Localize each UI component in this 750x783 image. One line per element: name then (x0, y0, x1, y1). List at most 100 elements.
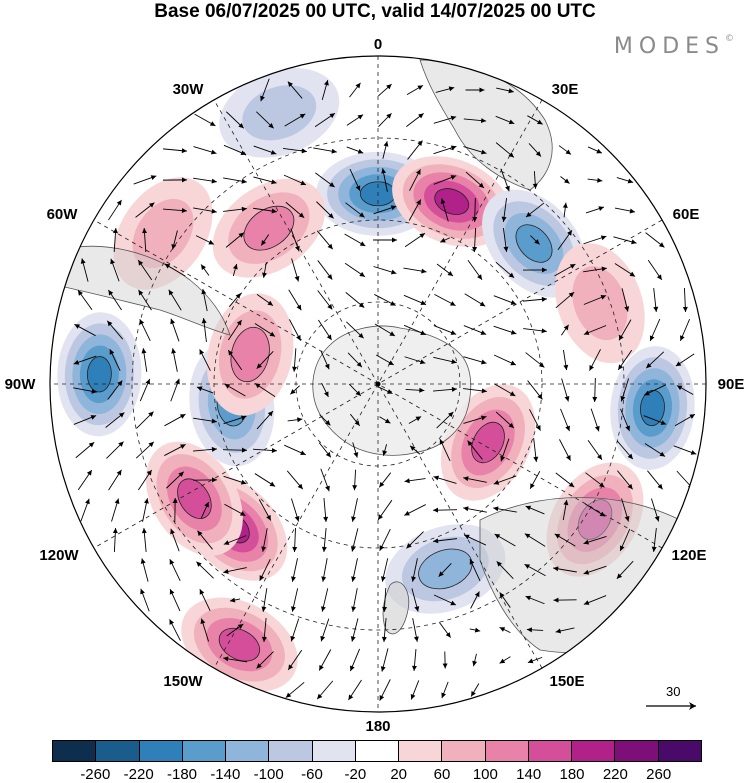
wind-arrow (377, 385, 393, 395)
wind-arrow (223, 475, 247, 485)
wind-arrow (193, 446, 217, 452)
wind-arrow (590, 408, 600, 432)
negative-anomaly (57, 312, 142, 437)
colorbar-tick-label: -180 (166, 766, 198, 783)
anomaly-contour (434, 188, 470, 215)
wind-arrow (348, 679, 362, 701)
wind-arrow (585, 472, 605, 488)
modes-logo-text: MODES (613, 34, 725, 59)
wind-arrow (559, 439, 571, 461)
positive-anomaly (212, 178, 326, 278)
wind-arrow (201, 318, 207, 342)
wind-arrow (381, 618, 387, 642)
wind-arrow (433, 175, 457, 185)
wind-arrow (223, 535, 247, 545)
wind-arrow (321, 80, 329, 100)
wind-arrow (676, 385, 694, 395)
wind-arrow (292, 527, 298, 553)
wind-arrow (223, 567, 247, 574)
wind-arrow (171, 230, 178, 250)
wind-arrow (223, 177, 247, 184)
negative-anomaly (610, 346, 695, 470)
lon-label-30w: 30W (172, 81, 204, 98)
wind-arrow (352, 469, 358, 491)
wind-arrow (529, 409, 541, 431)
wind-arrow (223, 206, 247, 212)
wind-arrow (163, 208, 187, 214)
wind-arrow (404, 356, 426, 365)
wind-arrow (647, 259, 663, 281)
wind-arrow (256, 111, 274, 129)
wind-arrow (587, 439, 603, 461)
colorbar-tick-label: -20 (344, 766, 367, 783)
positive-anomaly (555, 243, 645, 364)
wind-arrow (500, 438, 510, 462)
wind-arrow (493, 475, 517, 485)
wind-arrow (621, 288, 630, 312)
wind-arrow (529, 470, 541, 490)
wind-arrow (433, 386, 457, 392)
wind-arrow (262, 262, 267, 278)
wind-arrow (75, 441, 95, 459)
wind-arrow (554, 263, 576, 277)
wind-arrow (317, 260, 333, 280)
wind-arrow (493, 506, 517, 513)
wind-arrow (228, 293, 242, 307)
wind-arrow (442, 651, 448, 669)
wind-arrow (434, 293, 456, 307)
wind-arrow (317, 290, 333, 310)
wind-arrow (108, 199, 122, 221)
south-pole-marker (375, 381, 381, 387)
wind-arrow (260, 78, 270, 102)
wind-arrow (525, 352, 545, 368)
wind-arrow (561, 378, 570, 402)
wind-arrow (465, 87, 485, 93)
wind-arrow (553, 597, 577, 603)
wind-arrow (463, 415, 487, 424)
wind-arrow (229, 597, 241, 603)
wind-arrow (142, 227, 148, 253)
wind-arrow (253, 207, 277, 214)
wind-arrow (496, 87, 514, 94)
graticule (50, 56, 706, 712)
wind-arrow (583, 535, 607, 545)
wind-arrow (463, 506, 487, 513)
wind-arrow (313, 147, 337, 154)
wind-arrow (225, 111, 245, 129)
wind-arrow (261, 618, 267, 642)
antarctica (312, 325, 472, 456)
colorbar-box (269, 741, 313, 761)
wind-arrow (253, 145, 277, 155)
wind-arrow (256, 293, 274, 307)
wind-vectors (73, 78, 697, 701)
colorbar-box (96, 741, 140, 761)
wind-arrow (472, 653, 478, 667)
wind-arrow (200, 264, 210, 276)
wind-arrow (349, 413, 361, 427)
wind-arrow (141, 348, 148, 372)
wind-arrow (320, 618, 330, 642)
wind-arrow (74, 323, 96, 337)
wind-arrow (112, 527, 118, 553)
wind-arrow (464, 293, 486, 307)
wind-arrow (254, 383, 276, 397)
wind-arrow (618, 319, 632, 341)
wind-arrow (285, 201, 305, 219)
wind-arrow (495, 261, 515, 279)
wind-arrow (259, 559, 271, 581)
wind-arrow (470, 683, 480, 697)
wind-arrow (494, 383, 516, 397)
lon-label-120e: 120E (671, 547, 707, 564)
wind-arrow (583, 565, 607, 575)
wind-arrow (291, 558, 298, 582)
anomaly-contour (515, 224, 553, 263)
colorbar-box (658, 741, 701, 761)
wind-arrow (469, 627, 481, 633)
wind-arrow (290, 385, 300, 395)
wind-arrow (106, 441, 124, 459)
wind-arrow (527, 115, 543, 125)
wind-arrow (73, 355, 97, 365)
wind-arrow (347, 352, 363, 368)
wind-arrow (523, 296, 547, 302)
wind-arrow (351, 558, 358, 582)
